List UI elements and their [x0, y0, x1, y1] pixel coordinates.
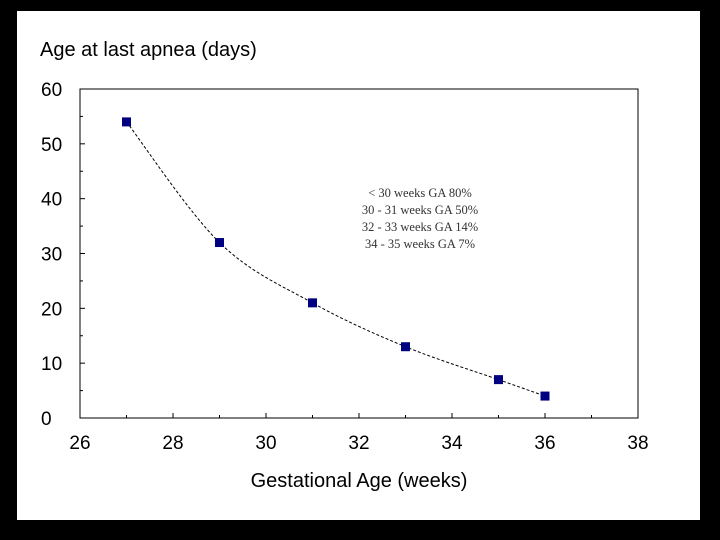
data-point [122, 117, 131, 127]
chart-title: Age at last apnea (days) [40, 39, 257, 61]
y-tick-label: 60 [41, 80, 62, 101]
plot-area [79, 88, 639, 419]
y-tick-label: 30 [41, 245, 62, 266]
series-line [126, 121, 546, 397]
data-point [540, 391, 550, 401]
y-axis: 0 10 20 30 40 50 60 [41, 80, 85, 430]
annotation-line: 32 - 33 weeks GA 14% [362, 220, 478, 234]
x-tick-label: 32 [348, 433, 369, 454]
y-tick-label: 20 [41, 299, 62, 320]
x-tick-label: 34 [441, 433, 463, 454]
x-tick-label: 30 [255, 433, 276, 454]
x-tick-label: 38 [627, 433, 648, 454]
annotation-line: 30 - 31 weeks GA 50% [362, 203, 478, 217]
x-axis-label: Gestational Age (weeks) [251, 470, 468, 492]
data-points [122, 117, 550, 401]
y-tick-label: 10 [41, 354, 62, 375]
data-point [401, 342, 410, 352]
annotation-line: < 30 weeks GA 80% [368, 186, 472, 200]
data-point [308, 298, 317, 308]
x-tick-label: 36 [534, 433, 555, 454]
data-point [494, 375, 503, 385]
annotation-line: 34 - 35 weeks GA 7% [365, 237, 475, 251]
slide: Age at last apnea (days) 0 10 20 30 40 50 60 2… [17, 11, 700, 520]
annotation-block: < 30 weeks GA 80% 30 - 31 weeks GA 50% 32 … [362, 186, 478, 251]
x-tick-label: 26 [69, 433, 90, 454]
data-point [215, 238, 224, 248]
y-tick-label: 40 [41, 190, 62, 211]
x-tick-label: 28 [162, 433, 183, 454]
chart: Age at last apnea (days) 0 10 20 30 40 50 60 2… [40, 39, 649, 492]
y-tick-label: 0 [41, 409, 52, 430]
x-axis: 26 28 30 32 34 36 38 [69, 413, 649, 454]
y-tick-label: 50 [41, 135, 62, 156]
